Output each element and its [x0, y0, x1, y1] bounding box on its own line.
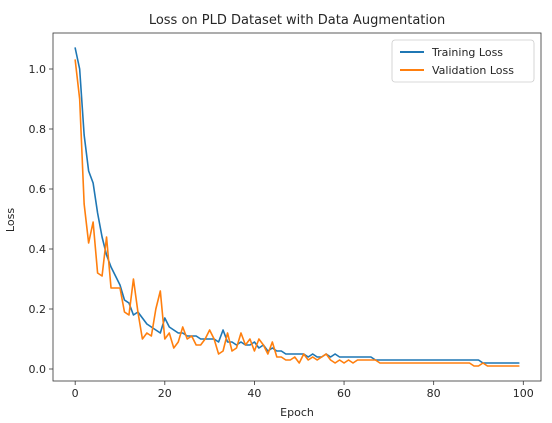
x-tick-label: 40 — [247, 387, 261, 400]
y-tick-label: 0.0 — [29, 363, 47, 376]
plot-frame — [52, 32, 542, 382]
x-axis-label: Epoch — [280, 406, 314, 419]
legend-entry: Training Loss — [431, 46, 503, 59]
y-tick-label: 1.0 — [29, 63, 47, 76]
chart-title: Loss on PLD Dataset with Data Augmentati… — [149, 13, 445, 28]
series-line-training-loss — [74, 47, 520, 364]
x-tick-label: 20 — [158, 387, 172, 400]
x-axis: 0 20 40 60 80 100 — [72, 381, 534, 400]
y-tick-label: 0.6 — [29, 183, 47, 196]
series-line-validation-loss — [74, 59, 520, 367]
x-tick-label: 60 — [337, 387, 351, 400]
legend: Training Loss Validation Loss — [391, 39, 535, 83]
legend-box — [391, 39, 535, 83]
legend-entry: Validation Loss — [432, 64, 514, 77]
y-tick-label: 0.2 — [29, 303, 47, 316]
y-axis-label: Loss — [4, 208, 17, 232]
x-tick-label: 80 — [427, 387, 441, 400]
y-tick-label: 0.8 — [29, 123, 47, 136]
y-tick-label: 0.4 — [29, 243, 47, 256]
series-layer — [74, 47, 520, 367]
x-tick-label: 100 — [513, 387, 534, 400]
y-axis: 0.0 0.2 0.4 0.6 0.8 1.0 — [29, 63, 53, 376]
x-tick-label: 0 — [72, 387, 79, 400]
